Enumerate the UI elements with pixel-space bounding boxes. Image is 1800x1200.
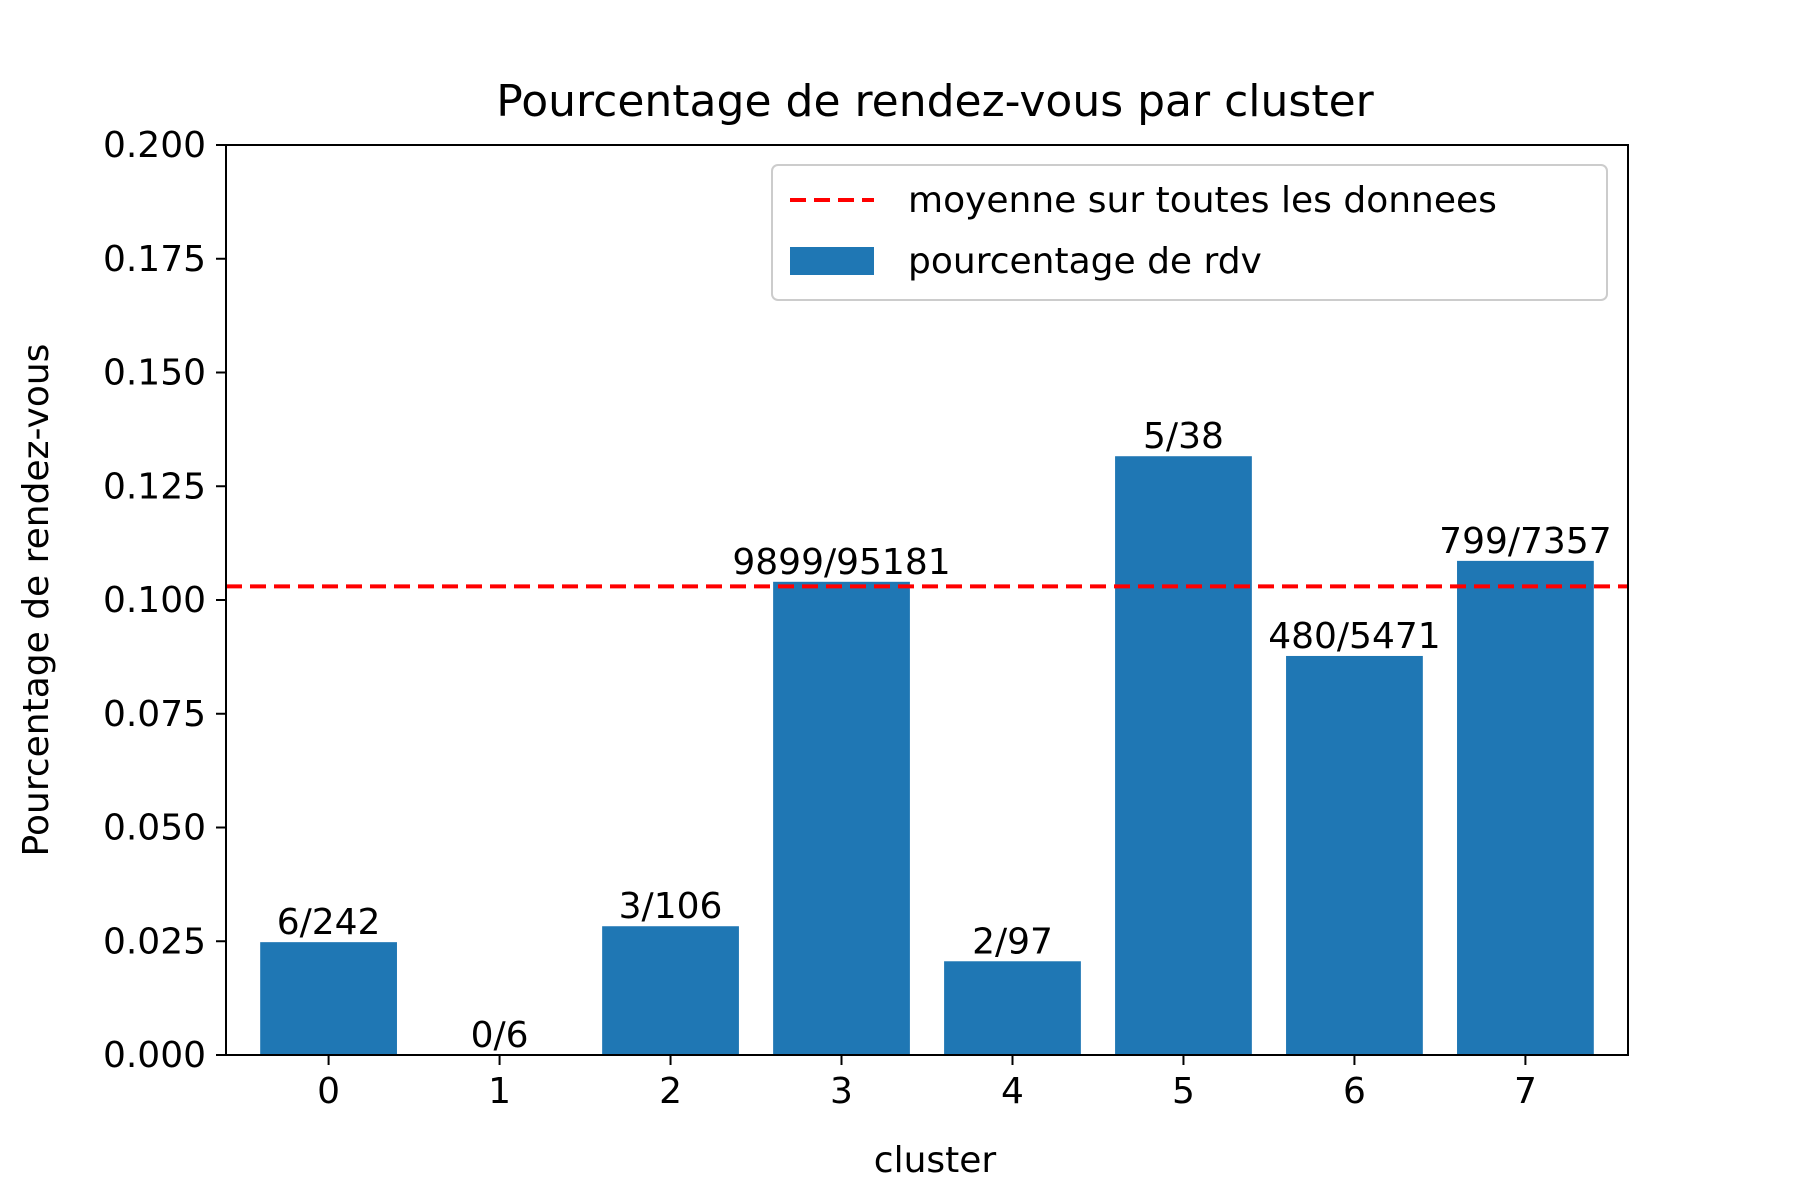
bar-label-3: 9899/95181 <box>732 542 950 583</box>
x-tick-label: 0 <box>317 1071 340 1112</box>
y-tick-label: 0.000 <box>103 1035 206 1076</box>
legend-box <box>771 164 1608 301</box>
legend-label-mean: moyenne sur toutes les donnees <box>908 180 1497 221</box>
x-axis-label: cluster <box>874 1140 997 1181</box>
bar-label-4: 2/97 <box>972 921 1053 962</box>
bar-label-7: 799/7357 <box>1439 521 1611 562</box>
x-tick-label: 6 <box>1343 1071 1366 1112</box>
y-tick-label: 0.200 <box>103 125 206 166</box>
chart-title: Pourcentage de rendez-vous par cluster <box>496 76 1374 127</box>
y-tick-label: 0.175 <box>103 239 206 280</box>
legend-swatch-bar <box>790 247 874 275</box>
bar-4 <box>944 961 1081 1055</box>
x-tick-label: 7 <box>1514 1071 1537 1112</box>
bar-2 <box>602 926 739 1055</box>
bar-3 <box>773 581 910 1055</box>
y-tick-label: 0.025 <box>103 921 206 962</box>
x-tick-label: 5 <box>1172 1071 1195 1112</box>
bar-7 <box>1457 560 1594 1055</box>
bar-label-0: 6/242 <box>277 902 381 943</box>
plot-area: 6/242 0/6 3/106 9899/95181 2/97 5/38 480/5471 7… <box>103 125 1629 1112</box>
y-tick-label: 0.100 <box>103 580 206 621</box>
legend: moyenne sur toutes les donnees pourcentag… <box>771 164 1608 301</box>
y-tick-label: 0.075 <box>103 694 206 735</box>
bar-5 <box>1115 456 1252 1056</box>
bar-6 <box>1286 655 1423 1055</box>
y-tick-label: 0.150 <box>103 353 206 394</box>
bar-label-6: 480/5471 <box>1268 616 1440 657</box>
x-tick-label: 3 <box>830 1071 853 1112</box>
x-tick-label: 2 <box>659 1071 682 1112</box>
bar-0 <box>260 942 397 1055</box>
bar-label-1: 0/6 <box>471 1015 529 1056</box>
legend-label-bar: pourcentage de rdv <box>908 241 1262 282</box>
y-tick-label: 0.050 <box>103 808 206 849</box>
x-tick-label: 1 <box>488 1071 511 1112</box>
bar-label-5: 5/38 <box>1143 416 1224 457</box>
y-axis-label: Pourcentage de rendez-vous <box>16 344 57 857</box>
bar-label-2: 3/106 <box>619 886 723 927</box>
x-tick-label: 4 <box>1001 1071 1024 1112</box>
y-tick-label: 0.125 <box>103 466 206 507</box>
